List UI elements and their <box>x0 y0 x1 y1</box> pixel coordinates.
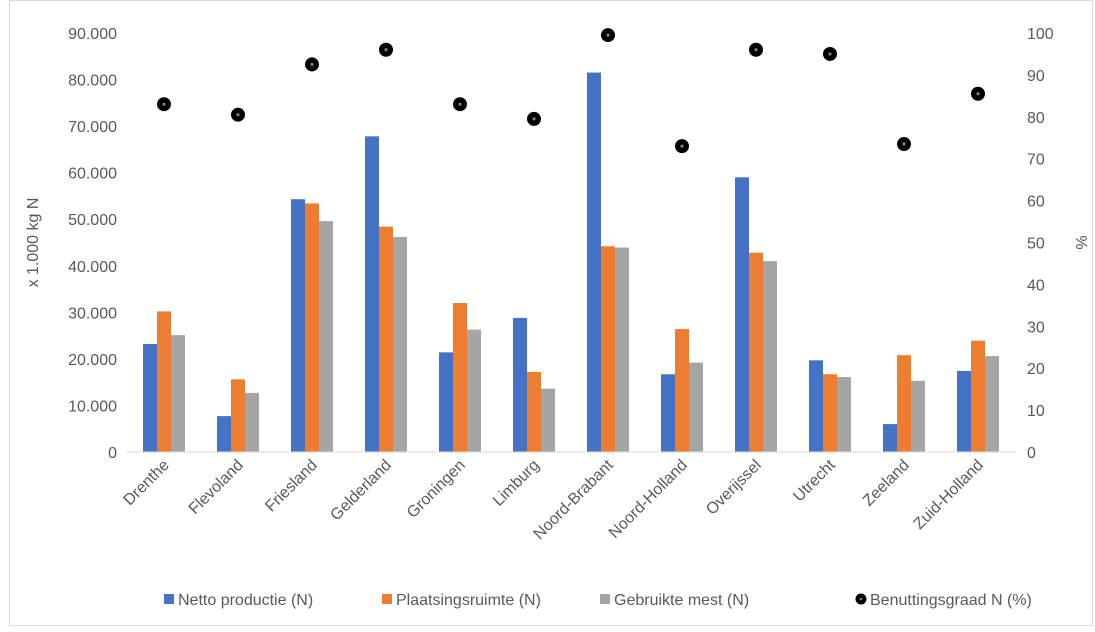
bar-drenthe-0 <box>143 343 157 452</box>
chart-frame: 0 10.000 20.000 30.000 40.000 50.000 60.000 70.… <box>9 0 1093 626</box>
bar-overijssel-0 <box>735 177 749 453</box>
legend-label: Plaatsingsruimte (N) <box>396 592 541 609</box>
legend-label: Benuttingsgraad N (%) <box>870 592 1032 609</box>
bar-limburg-1 <box>527 371 541 452</box>
category-label: Limburg <box>490 457 543 510</box>
y-right-tick-label: 50 <box>1027 236 1045 253</box>
y-tick-label: 70.000 <box>68 119 117 136</box>
bar-flevoland-0 <box>217 416 231 452</box>
legend-label: Gebruikte mest (N) <box>614 592 749 609</box>
bar-zeeland-0 <box>883 424 897 452</box>
y-tick-label: 20.000 <box>68 352 117 369</box>
category-label: Utrecht <box>790 456 839 505</box>
bar-limburg-2 <box>541 388 555 452</box>
category-label: Drenthe <box>121 457 173 509</box>
y-right-tick-label: 40 <box>1027 277 1045 294</box>
legend-swatch-center <box>859 597 863 601</box>
bar-drenthe-1 <box>157 311 171 452</box>
y-axis-title: x 1.000 kg N <box>25 198 42 288</box>
category-label: Overijssel <box>703 457 765 519</box>
legend-swatch <box>164 594 174 604</box>
chart: 0 10.000 20.000 30.000 40.000 50.000 60.000 70.… <box>25 26 1089 609</box>
point-center-groningen <box>458 102 462 106</box>
point-center-zeeland <box>902 142 906 146</box>
legend-swatch <box>382 594 392 604</box>
bar-groningen-0 <box>439 352 453 452</box>
category-label: Gelderland <box>327 457 394 524</box>
y-tick-label: 50.000 <box>68 212 117 229</box>
bar-noord-holland-2 <box>689 362 703 452</box>
bar-friesland-0 <box>291 199 305 452</box>
category-label: Friesland <box>262 457 321 516</box>
bar-zeeland-1 <box>897 355 911 452</box>
bar-noord-brabant-1 <box>601 246 615 452</box>
bar-zeeland-2 <box>911 380 925 452</box>
bar-utrecht-0 <box>809 360 823 452</box>
y-tick-label: 80.000 <box>68 73 117 90</box>
bar-gelderland-0 <box>365 136 379 452</box>
point-center-drenthe <box>162 102 166 106</box>
category-label: Flevoland <box>186 457 247 518</box>
bar-noord-brabant-0 <box>587 72 601 453</box>
y-right-tick-label: 10 <box>1027 403 1045 420</box>
y-right-tick-label: 60 <box>1027 194 1045 211</box>
y-right-tick-label: 70 <box>1027 152 1045 169</box>
bar-groningen-2 <box>467 329 481 452</box>
left-tick-labels: 0 10.000 20.000 30.000 40.000 50.000 60.000 70.… <box>68 26 117 462</box>
y-tick-label: 60.000 <box>68 166 117 183</box>
bar-drenthe-2 <box>171 335 185 452</box>
bar-flevoland-1 <box>231 379 245 452</box>
bar-noord-holland-0 <box>661 374 675 452</box>
y-right-tick-label: 100 <box>1027 26 1054 43</box>
bar-zuid-holland-2 <box>985 356 999 452</box>
y-right-tick-label: 80 <box>1027 110 1045 127</box>
point-layer <box>157 28 985 154</box>
bar-layer <box>143 72 999 453</box>
bar-zuid-holland-0 <box>957 370 971 452</box>
y-tick-label: 10.000 <box>68 398 117 415</box>
bar-gelderland-1 <box>379 226 393 452</box>
bar-noord-brabant-2 <box>615 247 629 452</box>
point-center-gelderland <box>384 48 388 52</box>
bar-flevoland-2 <box>245 392 259 452</box>
bar-groningen-1 <box>453 303 467 452</box>
category-label: Zuid-Holland <box>911 457 987 533</box>
y-tick-label: 90.000 <box>68 26 117 43</box>
bar-friesland-1 <box>305 203 319 452</box>
point-center-overijssel <box>754 48 758 52</box>
y-right-tick-label: 90 <box>1027 68 1045 85</box>
y-right-tick-label: 20 <box>1027 361 1045 378</box>
y-tick-label: 40.000 <box>68 259 117 276</box>
bar-gelderland-2 <box>393 236 407 452</box>
bar-overijssel-1 <box>749 252 763 452</box>
y-tick-label: 0 <box>108 445 117 462</box>
category-label: Zeeland <box>860 457 913 510</box>
point-center-zuid-holland <box>976 92 980 96</box>
y-right-tick-label: 30 <box>1027 319 1045 336</box>
point-center-noord-holland <box>680 144 684 148</box>
point-center-utrecht <box>828 52 832 56</box>
bar-limburg-0 <box>513 317 527 452</box>
bar-friesland-2 <box>319 221 333 452</box>
point-center-limburg <box>532 117 536 121</box>
bar-utrecht-2 <box>837 377 851 452</box>
legend: Netto productie (N) Plaatsingsruimte (N) G… <box>164 592 1032 609</box>
bar-overijssel-2 <box>763 261 777 452</box>
bar-utrecht-1 <box>823 374 837 452</box>
legend-label: Netto productie (N) <box>178 592 313 609</box>
category-label: Noord-Holland <box>606 457 691 542</box>
bar-noord-holland-1 <box>675 329 689 452</box>
y-right-tick-label: 0 <box>1027 445 1036 462</box>
y-axis-title-right: % <box>1072 235 1089 249</box>
point-center-friesland <box>310 62 314 67</box>
category-label: Noord-Brabant <box>531 456 618 543</box>
right-tick-labels: 0 10 20 30 40 50 60 70 80 90 100 <box>1027 26 1054 462</box>
category-labels: Drenthe Flevoland Friesland Gelderland Groni… <box>121 456 987 543</box>
bar-zuid-holland-1 <box>971 340 985 452</box>
point-center-noord-brabant <box>606 33 610 37</box>
legend-swatch <box>600 594 610 604</box>
y-tick-label: 30.000 <box>68 305 117 322</box>
category-label: Groningen <box>404 457 469 522</box>
point-center-flevoland <box>236 113 240 117</box>
